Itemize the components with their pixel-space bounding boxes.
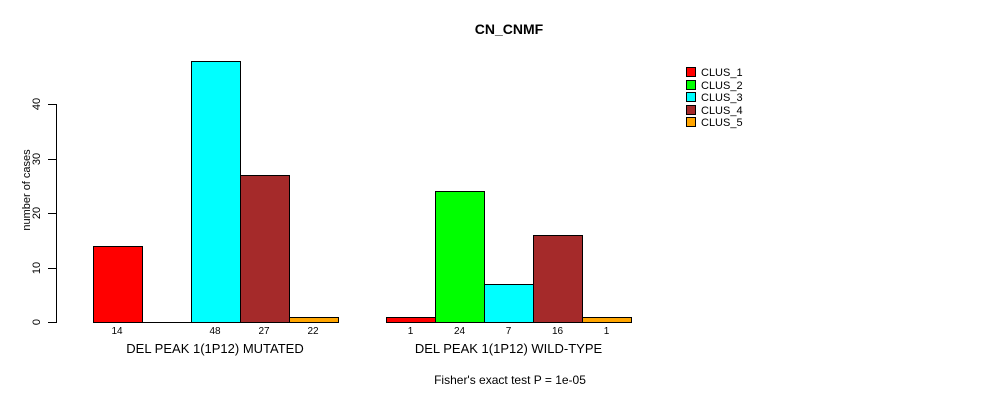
legend-swatch	[686, 79, 696, 90]
bar-value-label: 1	[407, 326, 414, 337]
legend-swatch	[686, 104, 696, 115]
fisher-annotation: Fisher's exact test P = 1e-05	[434, 373, 586, 387]
legend-label: CLUS_1	[701, 67, 743, 79]
bar	[92, 245, 143, 323]
y-tick	[48, 104, 56, 106]
y-tick	[48, 322, 56, 323]
bar	[239, 175, 290, 323]
legend-swatch	[686, 117, 696, 127]
bar-value-label: 24	[453, 326, 466, 337]
bar-value-label: 16	[551, 326, 564, 337]
y-tick	[48, 158, 56, 160]
bar-value-label: 22	[307, 326, 319, 337]
legend-swatch	[686, 67, 696, 77]
category-label: DEL PEAK 1(1P12) WILD-TYPE	[414, 341, 603, 356]
bar-value-label: 48	[209, 326, 221, 337]
bar	[288, 316, 339, 323]
bar-value-label: 1	[603, 326, 610, 337]
category-label: DEL PEAK 1(1P12) MUTATED	[126, 341, 304, 356]
legend-label: CLUS_3	[701, 92, 743, 104]
bar	[435, 191, 485, 323]
legend-label: CLUS_4	[701, 104, 743, 117]
chart-title: CN_CNMF	[474, 21, 544, 37]
bar-value-label: 14	[111, 326, 123, 337]
bar-value-label: 27	[258, 326, 270, 337]
bar	[533, 234, 583, 323]
y-axis-line	[56, 104, 57, 323]
y-tick	[48, 267, 56, 269]
bar	[582, 316, 632, 323]
bar-value-label: 7	[505, 326, 512, 337]
bar	[190, 60, 241, 323]
y-tick	[48, 213, 56, 215]
legend-label: CLUS_5	[701, 117, 743, 129]
legend-swatch	[686, 92, 696, 102]
legend-label: CLUS_2	[701, 79, 743, 92]
bar	[484, 283, 534, 323]
